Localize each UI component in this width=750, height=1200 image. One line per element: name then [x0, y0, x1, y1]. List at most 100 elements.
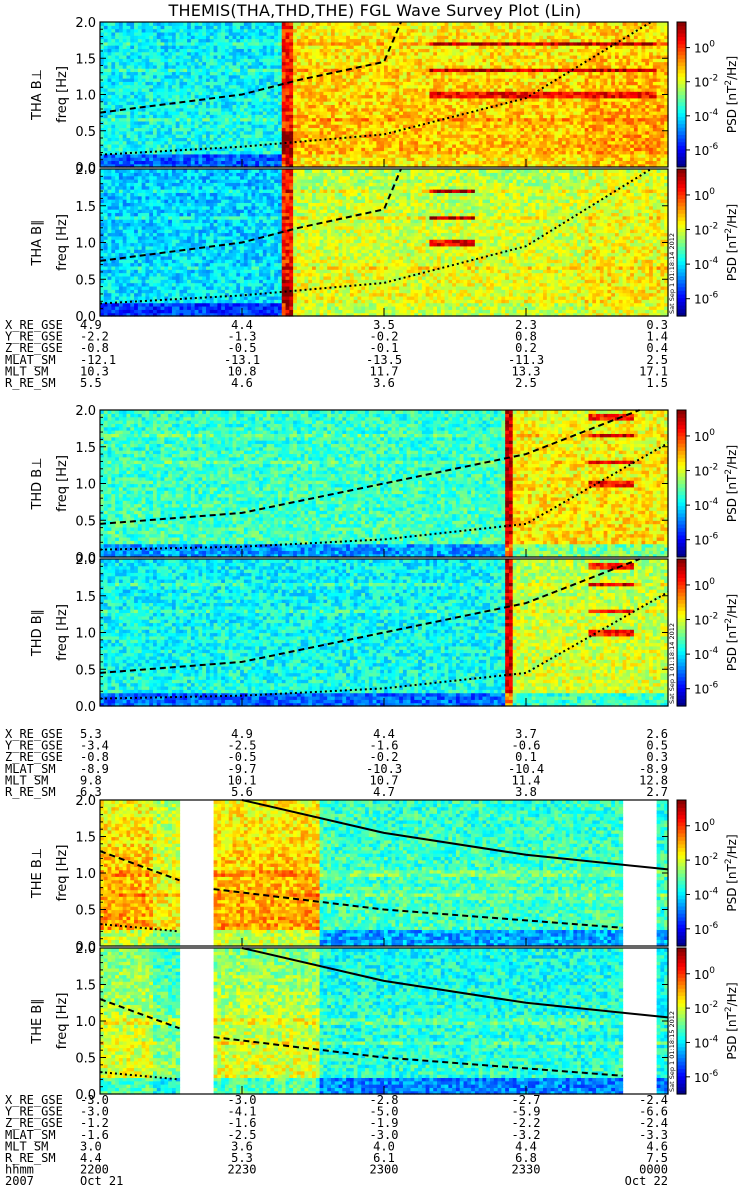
spectrogram-cell [194, 35, 200, 40]
spectrogram-cell [103, 25, 109, 30]
spectrogram-cell [130, 107, 135, 112]
spectrogram-cell [160, 147, 165, 152]
spectrogram-cell [164, 163, 169, 168]
spectrogram-cell [130, 84, 135, 89]
spectrogram-cell [213, 51, 218, 56]
spectrogram-cell [126, 140, 131, 145]
spectrogram-cell [190, 160, 196, 165]
spectrogram-cell [107, 150, 112, 155]
spectrogram-cell [187, 35, 192, 40]
spectrogram-cell [228, 45, 234, 49]
spectrogram-cell [130, 120, 135, 125]
spectrogram-cell [209, 25, 215, 30]
spectrogram-cell [156, 150, 162, 155]
spectrogram-cell [153, 110, 158, 115]
spectrogram-cell [160, 137, 165, 142]
spectrogram-cell [103, 35, 109, 40]
spectrogram-cell [213, 35, 218, 40]
spectrogram-cell [232, 110, 237, 115]
spectrogram-cell [126, 22, 131, 26]
spectrogram-cell [171, 160, 177, 165]
spectrogram-cell [103, 127, 109, 132]
spectrogram-cell [118, 81, 124, 86]
spectrogram-cell [153, 61, 158, 66]
spectrogram-cell [100, 120, 105, 125]
spectrogram-cell [206, 64, 211, 69]
spectrogram-cell [134, 160, 139, 165]
spectrogram-cell [118, 91, 124, 96]
spectrogram-cell [122, 137, 128, 142]
spectrogram-cell [141, 31, 147, 36]
spectrogram-cell [232, 140, 237, 145]
spectrogram-cell [183, 114, 188, 119]
spectrogram-cell [217, 28, 222, 33]
spectrogram-cell [126, 107, 131, 112]
spectrogram-cell [156, 74, 162, 79]
spectrogram-cell [221, 25, 226, 30]
spectrogram-cell [156, 58, 162, 63]
spectrogram-cell [190, 107, 196, 112]
spectrogram-cell [100, 163, 105, 168]
spectrogram-cell [130, 163, 135, 168]
spectrogram-cell [232, 114, 237, 119]
spectrogram-cell [224, 28, 230, 33]
spectrogram-cell [168, 38, 173, 43]
spectrogram-cell [137, 104, 143, 109]
spectrogram-cell [103, 64, 109, 69]
spectrogram-cell [130, 94, 135, 99]
spectrogram-cell [153, 38, 158, 43]
spectrogram-cell [194, 41, 200, 46]
spectrogram-cell [118, 150, 124, 155]
spectrogram-cell [153, 78, 158, 82]
spectrogram-cell [164, 74, 169, 79]
spectrogram-cell [213, 48, 218, 53]
spectrogram-cell [213, 143, 218, 148]
spectrogram-cell [130, 140, 135, 145]
spectrogram-cell [126, 157, 131, 162]
spectrogram-cell [221, 58, 226, 63]
spectrogram-cell [107, 48, 112, 53]
spectrogram-cell [202, 28, 207, 33]
spectrogram-cell [115, 61, 120, 66]
spectrogram-cell [213, 91, 218, 96]
spectrogram-cell [232, 160, 237, 165]
spectrogram-cell [187, 78, 192, 82]
spectrogram-cell [202, 22, 207, 26]
spectrogram-cell [160, 91, 165, 96]
spectrogram-cell [107, 28, 112, 33]
spectrogram-cell [141, 74, 147, 79]
spectrogram-cell [122, 28, 128, 33]
spectrogram-cell [118, 84, 124, 89]
spectrogram-cell [206, 78, 211, 82]
spectrogram-cell [171, 124, 177, 129]
spectrogram-cell [194, 101, 200, 105]
spectrogram-cell [175, 127, 181, 132]
spectrogram-cell [164, 124, 169, 129]
spectrogram-cell [168, 134, 173, 138]
spectrogram-cell [171, 130, 177, 135]
spectrogram-cell [115, 130, 120, 135]
spectrogram-cell [179, 120, 184, 125]
spectrogram-cell [118, 74, 124, 79]
spectrogram-cell [111, 78, 116, 82]
spectrogram-cell [168, 61, 173, 66]
spectrogram-cell [115, 51, 120, 56]
spectrogram-cell [232, 137, 237, 142]
spectrogram-cell [168, 87, 173, 92]
spectrogram-cell [100, 31, 105, 36]
spectrogram-cell [213, 68, 218, 73]
spectrogram-cell [100, 97, 105, 102]
spectrogram-cell [134, 117, 139, 122]
spectrogram-cell [111, 28, 116, 33]
spectrogram-cell [209, 137, 215, 142]
spectrogram-cell [168, 130, 173, 135]
spectrogram-cell [168, 94, 173, 99]
spectrogram-cell [190, 54, 196, 59]
spectrogram-cell [137, 97, 143, 102]
spectrogram-cell [160, 58, 165, 63]
spectrogram-cell [221, 71, 226, 76]
spectrogram-cell [217, 107, 222, 112]
spectrogram-cell [111, 137, 116, 142]
spectrogram-cell [115, 25, 120, 30]
spectrogram-cell [122, 120, 128, 125]
